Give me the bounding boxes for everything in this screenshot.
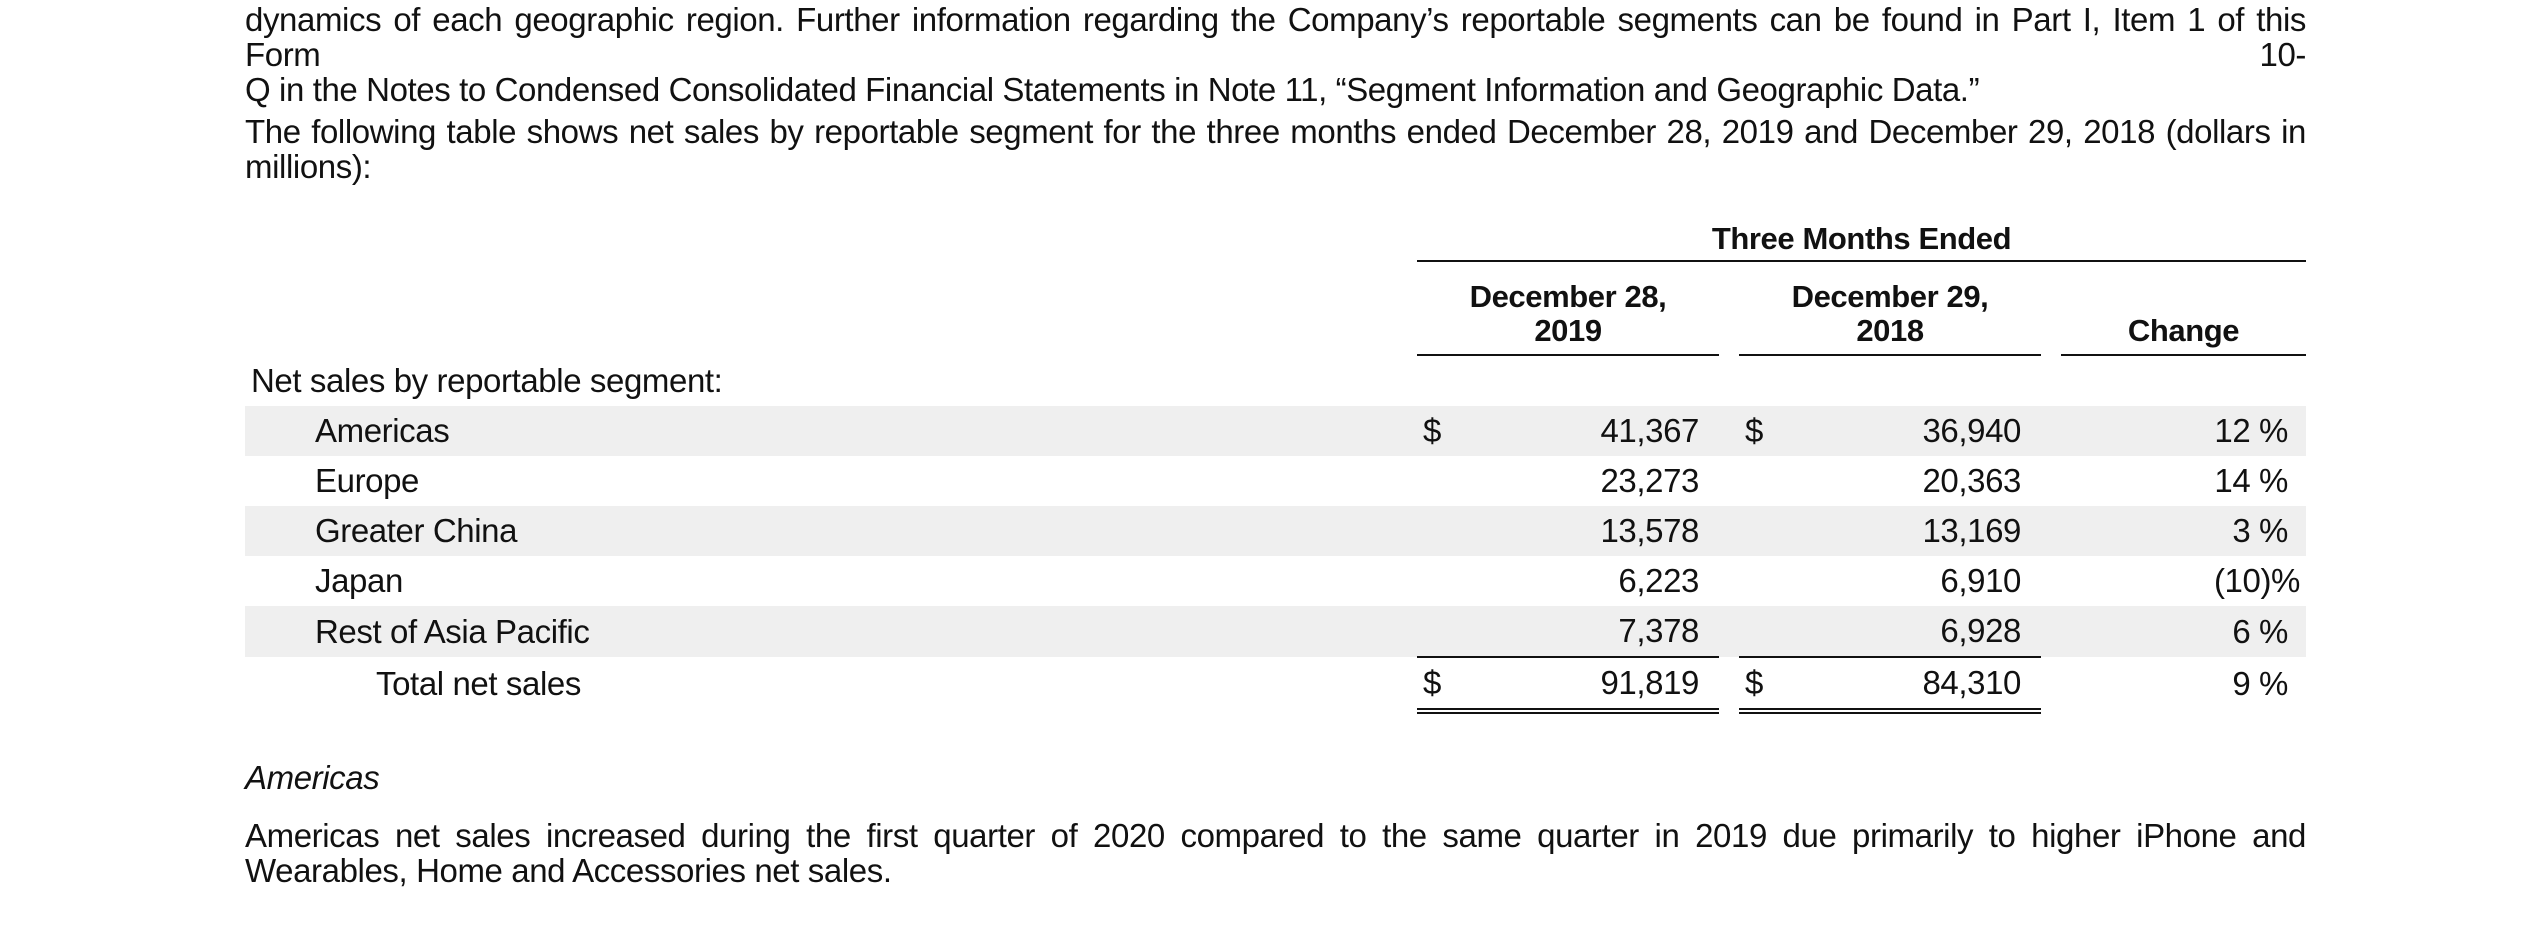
change-value: 6 % bbox=[2061, 606, 2306, 657]
table-intro-paragraph: The following table shows net sales by r… bbox=[245, 113, 2306, 185]
cell-gap bbox=[1719, 456, 1739, 506]
cell-empty bbox=[1739, 456, 1791, 506]
change-value: (10)% bbox=[2213, 562, 2300, 599]
value-2019: 13,578 bbox=[1469, 506, 1719, 556]
net-sales-by-segment-table: Three Months Ended December 28, 2019 Dec… bbox=[245, 212, 2306, 714]
cell-gap bbox=[2041, 556, 2061, 606]
cell-empty bbox=[1417, 506, 1469, 556]
row-label: Europe bbox=[315, 462, 420, 499]
cell-empty bbox=[1739, 606, 1791, 658]
cell-gap bbox=[1719, 606, 1739, 657]
total-label: Total net sales bbox=[376, 665, 581, 702]
value-2019: 41,367 bbox=[1469, 406, 1719, 456]
value-2019: 23,273 bbox=[1600, 462, 1699, 499]
americas-heading: Americas bbox=[245, 759, 380, 796]
cell-gap bbox=[1719, 506, 1739, 556]
cell-gap bbox=[2041, 606, 2061, 657]
total-2018: 84,310 bbox=[1791, 657, 2041, 714]
section-label: Net sales by reportable segment: bbox=[251, 362, 723, 399]
cell-gap bbox=[1719, 556, 1739, 606]
cell-gap bbox=[2041, 657, 2061, 711]
currency-symbol: $ bbox=[1739, 406, 1791, 456]
column-gap bbox=[1719, 261, 1739, 355]
value-2018: 13,169 bbox=[1791, 506, 2041, 556]
cell-gap bbox=[2041, 456, 2061, 506]
cell-gap bbox=[1719, 406, 1739, 456]
table-row: Japan 6,223 6,910 (10)% bbox=[245, 556, 2306, 606]
column-header-dec-2019: December 28, 2019 bbox=[1417, 261, 1719, 356]
column-header-dec-2018: December 29, 2018 bbox=[1739, 261, 2041, 356]
column-header-dec-2018-text: December 29, 2018 bbox=[1791, 279, 1989, 348]
cell-gap bbox=[2041, 406, 2061, 456]
row-label: Greater China bbox=[245, 506, 1417, 556]
total-change: 9 % bbox=[2232, 665, 2288, 702]
table-total-row: Total net sales $ 91,819 $ 84,310 9 % bbox=[245, 657, 2306, 714]
change-value: 3 % bbox=[2061, 506, 2306, 556]
currency-symbol: $ bbox=[1417, 406, 1469, 456]
table-row: Greater China 13,578 13,169 3 % bbox=[245, 506, 2306, 556]
total-2019: 91,819 bbox=[1469, 657, 1719, 714]
table-row: Americas $ 41,367 $ 36,940 12 % bbox=[245, 406, 2306, 456]
value-2019: 6,223 bbox=[1618, 562, 1699, 599]
cell-gap bbox=[2041, 506, 2061, 556]
value-2018: 36,940 bbox=[1791, 406, 2041, 456]
cell-empty bbox=[1417, 456, 1469, 506]
cell-empty bbox=[1417, 606, 1469, 658]
americas-paragraph: Americas net sales increased during the … bbox=[245, 817, 2306, 889]
table-row: Rest of Asia Pacific 7,378 6,928 6 % bbox=[245, 606, 2306, 658]
table-spacer bbox=[245, 212, 1417, 261]
cell-empty bbox=[1417, 556, 1469, 606]
table-row: Europe 23,273 20,363 14 % bbox=[245, 456, 2306, 506]
net-sales-table-wrap: Three Months Ended December 28, 2019 Dec… bbox=[245, 212, 2306, 714]
currency-symbol: $ bbox=[1739, 657, 1791, 714]
cell-empty bbox=[1739, 506, 1791, 556]
segments-paragraph-line-1: dynamics of each geographic region. Furt… bbox=[245, 1, 2306, 73]
three-months-ended-header: Three Months Ended bbox=[1417, 212, 2306, 262]
value-2018: 20,363 bbox=[1922, 462, 2021, 499]
cell-gap bbox=[1719, 657, 1739, 711]
row-label: Japan bbox=[315, 562, 403, 599]
row-label: Americas bbox=[245, 406, 1417, 456]
change-value: 14 % bbox=[2214, 462, 2288, 499]
currency-symbol: $ bbox=[1417, 657, 1469, 714]
segments-paragraph: dynamics of each geographic region. Furt… bbox=[245, 2, 2306, 107]
column-header-dec-2019-text: December 28, 2019 bbox=[1469, 279, 1667, 348]
value-2018: 6,928 bbox=[1791, 606, 2041, 658]
column-gap bbox=[2041, 261, 2061, 355]
column-header-change: Change bbox=[2061, 261, 2306, 356]
segments-paragraph-line-2: Q in the Notes to Condensed Consolidated… bbox=[245, 71, 1980, 108]
cell-empty bbox=[1739, 556, 1791, 606]
change-value: 12 % bbox=[2061, 406, 2306, 456]
value-2019: 7,378 bbox=[1469, 606, 1719, 658]
value-2018: 6,910 bbox=[1940, 562, 2021, 599]
row-label: Rest of Asia Pacific bbox=[245, 606, 1417, 657]
table-spacer bbox=[245, 261, 1417, 355]
